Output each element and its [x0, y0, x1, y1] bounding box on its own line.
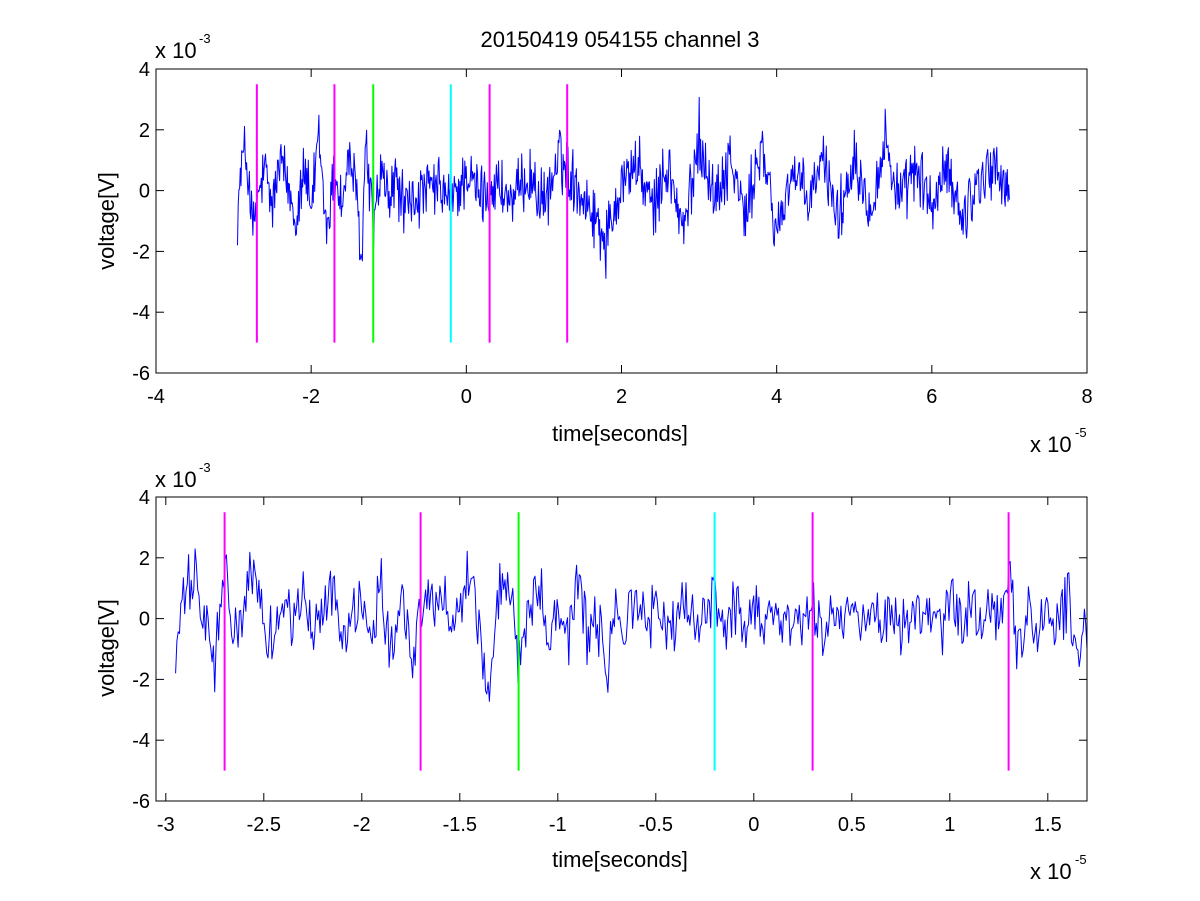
top-x-exponent-base: x 10 — [1030, 432, 1072, 457]
bottom-axes-box — [155, 496, 1088, 802]
figure-title: 20150419 054155 channel 3 — [481, 27, 760, 52]
top-y-tick-label: -6 — [132, 363, 150, 385]
bottom-y-exponent-base: x 10 — [155, 467, 197, 492]
bottom-x-exponent-base: x 10 — [1030, 859, 1072, 884]
bottom-y-tick-label: 4 — [139, 487, 150, 509]
bottom-y-tick-label: -6 — [132, 791, 150, 813]
top-y-tick-label: -4 — [132, 302, 150, 324]
bottom-x-tick-label: -2.5 — [247, 814, 281, 836]
bottom-y-tick-label: 2 — [139, 548, 150, 570]
top-x-tick-label: -2 — [302, 386, 320, 408]
top-x-tick-label: 2 — [616, 386, 627, 408]
bottom-x-tick-label: -3 — [157, 814, 175, 836]
bottom-x-tick-label: -1 — [549, 814, 567, 836]
bottom-x-tick-label: 1 — [944, 814, 955, 836]
bottom-y-tick-label: -2 — [132, 669, 150, 691]
bottom-y-tick-label: 0 — [139, 609, 150, 631]
bottom-x-tick-label: 0 — [748, 814, 759, 836]
top-y-exponent-base: x 10 — [155, 38, 197, 63]
bottom-x-exponent-power: -5 — [1075, 852, 1087, 867]
top-x-tick-label: 0 — [461, 386, 472, 408]
top-x-tick-label: 4 — [771, 386, 782, 408]
bottom-x-axis-label: time[seconds] — [552, 847, 688, 872]
bottom-y-tick-label: -4 — [132, 730, 150, 752]
top-y-tick-label: 0 — [139, 181, 150, 203]
bottom-x-tick-label: -2 — [353, 814, 371, 836]
top-signal-trace — [237, 96, 1010, 279]
top-x-axis-label: time[seconds] — [552, 421, 688, 446]
top-y-axis-label: voltage[V] — [94, 172, 119, 270]
top-plot: x 10 -3 voltage[V] time[seconds] x 10 -5… — [94, 31, 1093, 457]
bottom-x-tick-label: -0.5 — [639, 814, 673, 836]
bottom-x-tick-label: 0.5 — [838, 814, 866, 836]
top-y-tick-label: 2 — [139, 120, 150, 142]
bottom-x-tick-label: 1.5 — [1034, 814, 1062, 836]
bottom-y-exponent-power: -3 — [199, 460, 211, 475]
bottom-y-axis-label: voltage[V] — [94, 599, 119, 697]
top-x-tick-label: 8 — [1081, 386, 1092, 408]
bottom-signal-trace — [175, 548, 1088, 702]
bottom-x-tick-label: -1.5 — [443, 814, 477, 836]
top-x-tick-label: -4 — [147, 386, 165, 408]
top-y-exponent-power: -3 — [199, 31, 211, 46]
top-x-exponent-power: -5 — [1075, 425, 1087, 440]
top-y-tick-label: 4 — [139, 59, 150, 81]
bottom-plot: x 10 -3 voltage[V] time[seconds] x 10 -5… — [94, 460, 1088, 884]
top-axes-box — [155, 68, 1088, 374]
top-x-tick-label: 6 — [926, 386, 937, 408]
top-y-tick-label: -2 — [132, 241, 150, 263]
